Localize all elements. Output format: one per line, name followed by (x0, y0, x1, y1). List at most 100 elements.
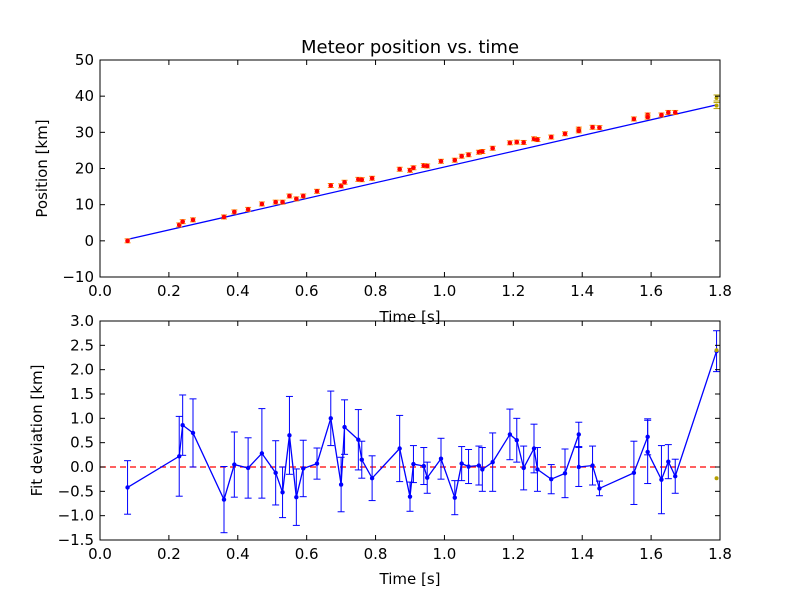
deviation-x-tick-label: 1.8 (708, 545, 732, 563)
deviation-y-tick-label: −1.0 (58, 507, 94, 525)
point-marker (597, 125, 602, 130)
deviation-marker (549, 476, 554, 482)
data-point (520, 139, 527, 145)
data-point (341, 179, 348, 185)
deviation-marker (232, 462, 237, 467)
point-marker (424, 163, 430, 169)
deviation-plot-frame (99, 320, 721, 541)
deviation-point (644, 419, 652, 485)
deviation-marker (631, 470, 637, 476)
deviation-point (409, 445, 417, 484)
point-marker (294, 196, 299, 202)
point-marker (631, 116, 637, 122)
deviation-marker (514, 438, 519, 443)
point-marker (232, 209, 237, 215)
position-x-tick-label: 1.0 (433, 282, 457, 300)
deviation-x-tick-label: 1.4 (570, 545, 594, 563)
deviation-marker (576, 464, 581, 470)
deviation-axis-ticks: 0.0 0.2 0.4 0.6 0.8 1.0 1.2 1.4 1.6 1.8 −1.5 −1.0 −0… (58, 312, 732, 563)
deviation-marker (645, 449, 650, 455)
deviation-marker (301, 466, 306, 471)
deviation-y-tick-label: −1.5 (58, 531, 94, 549)
deviation-x-tick-label: 0.6 (295, 545, 319, 563)
deviation-point (327, 390, 335, 447)
deviation-marker (177, 454, 182, 459)
outlier-point (713, 94, 720, 102)
deviation-point (179, 394, 187, 456)
point-marker (328, 183, 334, 188)
deviation-marker (597, 486, 602, 491)
position-y-tick-label: 30 (75, 123, 94, 141)
data-point (672, 109, 679, 115)
data-point (458, 153, 465, 159)
deviation-marker (535, 467, 540, 472)
point-marker (466, 152, 471, 158)
deviation-point (630, 440, 638, 505)
deviation-point (437, 437, 445, 480)
deviation-marker (280, 490, 285, 495)
deviation-y-axis-label: Fit deviation [km] (28, 365, 46, 497)
position-x-tick-label: 1.2 (501, 282, 525, 300)
deviation-marker (245, 465, 251, 471)
outlier-marker (714, 103, 719, 108)
position-x-axis-label: Time [s] (379, 308, 441, 326)
position-x-tick-label: 0.0 (88, 282, 112, 300)
deviation-point (299, 439, 307, 498)
deviation-point (520, 445, 528, 491)
deviation-marker (221, 497, 227, 502)
deviation-point (341, 399, 349, 455)
point-marker (548, 134, 554, 140)
outlier-marker (714, 95, 719, 100)
deviation-marker (466, 464, 471, 469)
deviation-point (513, 417, 521, 463)
position-x-tick-label: 0.8 (364, 282, 388, 300)
data-point (221, 214, 227, 220)
deviation-marker (359, 457, 364, 462)
deviation-point (475, 445, 483, 486)
deviation-point (451, 480, 459, 516)
deviation-point (530, 423, 538, 474)
position-plot: Meteor position vs. time 0.0 0.2 0.4 0.6 0.8… (33, 37, 732, 326)
deviation-x-tick-label: 0.0 (88, 545, 112, 563)
point-marker (562, 131, 568, 137)
deviation-marker (490, 459, 495, 465)
data-point (489, 145, 496, 151)
point-marker (490, 145, 495, 151)
position-x-tick-label: 0.2 (157, 282, 181, 300)
deviation-point (671, 458, 679, 494)
deviation-marker (425, 475, 430, 480)
deviation-point (244, 437, 252, 499)
point-marker (480, 149, 485, 154)
deviation-point (279, 466, 287, 519)
point-marker (459, 153, 464, 159)
deviation-y-tick-label: 2.5 (70, 336, 94, 354)
data-point (231, 209, 238, 215)
point-marker (645, 114, 650, 120)
point-marker (314, 188, 320, 194)
deviation-point (420, 447, 428, 486)
data-point (465, 152, 472, 158)
point-marker (125, 238, 130, 244)
deviation-y-tick-label: 2.0 (70, 361, 94, 379)
deviation-point (489, 432, 497, 492)
position-y-tick-label: 40 (75, 87, 94, 105)
deviation-point (396, 414, 404, 483)
data-point (424, 163, 431, 169)
deviation-marker (342, 424, 347, 430)
point-marker (659, 112, 664, 118)
deviation-point (285, 395, 293, 475)
deviation-point (465, 448, 473, 485)
deviation-marker (438, 456, 444, 461)
deviation-marker (590, 463, 595, 468)
deviation-marker (314, 461, 320, 466)
position-x-tick-label: 1.8 (708, 282, 732, 300)
deviation-marker (576, 432, 581, 437)
data-point (369, 175, 376, 181)
data-point (451, 157, 458, 163)
data-point (245, 206, 252, 212)
deviation-point (272, 440, 280, 506)
deviation-point (368, 455, 376, 502)
data-point (506, 140, 513, 146)
data-point (658, 112, 665, 118)
